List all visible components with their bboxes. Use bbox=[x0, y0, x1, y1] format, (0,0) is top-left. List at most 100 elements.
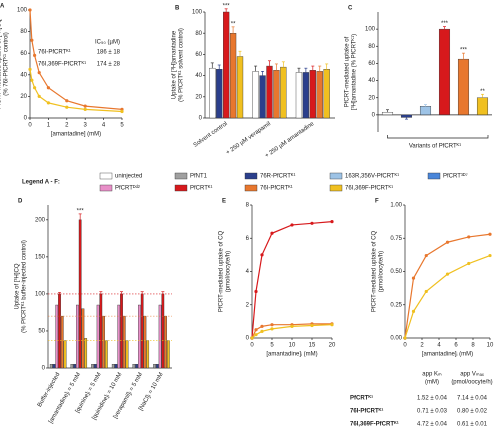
curve bbox=[404, 254, 491, 339]
data-point bbox=[488, 232, 492, 236]
significance: ** bbox=[231, 21, 236, 27]
table-cell: 7.14 ± 0.04 bbox=[457, 396, 488, 402]
curve bbox=[29, 69, 123, 113]
legend-title: Legend A - F: bbox=[22, 180, 60, 186]
x-tick-label: + 250 µM verapamil bbox=[225, 121, 272, 156]
data-point bbox=[260, 324, 264, 328]
y-tick-label: 150 bbox=[35, 254, 46, 260]
inset-header: IC₅₀ (µM) bbox=[95, 40, 120, 46]
y-tick-label: 80 bbox=[368, 44, 375, 50]
data-point bbox=[424, 289, 428, 294]
bar bbox=[60, 315, 64, 369]
legend-label: 76I-PfCRTᴷ¹ bbox=[260, 185, 293, 192]
legend-swatch bbox=[174, 184, 188, 192]
y-tick-label: 0 bbox=[24, 116, 28, 122]
data-point bbox=[254, 289, 258, 294]
bar bbox=[84, 338, 88, 369]
y-axis-label: Uptake of [³H]CQ bbox=[15, 263, 21, 309]
bar bbox=[158, 304, 162, 369]
bar bbox=[114, 364, 118, 369]
data-point bbox=[83, 107, 87, 111]
data-point bbox=[46, 101, 51, 105]
bar bbox=[96, 304, 100, 369]
y-tick-label: 100 bbox=[17, 8, 28, 14]
bar bbox=[73, 364, 77, 369]
y-tick-label: 6 bbox=[246, 236, 250, 242]
table-header: app Vₘₐₓ bbox=[460, 372, 484, 378]
y-tick-label: 0 bbox=[246, 336, 250, 342]
data-point bbox=[290, 324, 294, 328]
y-tick-label: 100 bbox=[35, 291, 46, 297]
legend-swatch bbox=[427, 172, 441, 180]
legend-swatch bbox=[174, 172, 188, 180]
significance: *** bbox=[460, 48, 468, 54]
table-cell: 1.52 ± 0.04 bbox=[417, 396, 448, 402]
y-axis-label: [³H]amantadine (% PfCRTᴷ¹) bbox=[351, 34, 358, 110]
data-point bbox=[270, 323, 274, 327]
data-point bbox=[254, 328, 258, 332]
significance: *** bbox=[441, 21, 449, 27]
bar bbox=[70, 364, 74, 369]
bar bbox=[164, 315, 167, 369]
table-cell: 4.72 ± 0.04 bbox=[417, 422, 448, 428]
bar bbox=[438, 28, 451, 116]
table-cell: 0.61 ± 0.01 bbox=[457, 422, 488, 428]
data-point bbox=[28, 8, 32, 12]
y-tick-label: 20 bbox=[195, 94, 202, 100]
panel-letter: B bbox=[175, 6, 180, 12]
y-axis-label: PfCRT-mediated uptake of bbox=[345, 36, 351, 107]
y-tick-label: 0 bbox=[42, 366, 46, 372]
significance: *** bbox=[77, 208, 85, 214]
bar bbox=[457, 58, 470, 116]
data-point bbox=[30, 38, 34, 42]
legend-label: PfCRTᴰᵈ² bbox=[115, 185, 140, 192]
x-tick-label: Buffer-injected bbox=[37, 372, 61, 408]
data-point bbox=[30, 78, 34, 82]
data-point bbox=[411, 276, 416, 280]
data-point bbox=[83, 104, 87, 108]
y-axis-label: PfCRT-mediated uptake of CQ bbox=[372, 231, 378, 313]
y-tick-label: 1.00 bbox=[390, 203, 402, 209]
data-point bbox=[46, 86, 51, 90]
inset-value: 174 ± 28 bbox=[97, 62, 121, 68]
bar bbox=[52, 364, 56, 369]
x-axis-label: [amantadine]ᵢ (mM) bbox=[266, 352, 317, 358]
significance: *** bbox=[223, 3, 231, 9]
legend-swatch bbox=[99, 172, 113, 180]
x-axis-label: [amantadine] (mM) bbox=[51, 132, 101, 138]
panel-letter: C bbox=[348, 6, 353, 12]
x-tick-label: 10 bbox=[289, 343, 296, 349]
bar bbox=[273, 70, 280, 119]
bar bbox=[81, 308, 85, 369]
bar bbox=[155, 364, 159, 369]
data-point bbox=[467, 235, 471, 239]
legend-swatch bbox=[244, 172, 258, 180]
table-header: app Kₘ bbox=[422, 372, 442, 378]
inset-name: 76I-PfCRTᴷ¹ bbox=[38, 49, 71, 56]
bar bbox=[309, 70, 316, 119]
x-tick-label: 6 bbox=[454, 343, 458, 349]
table-cell: 0.71 ± 0.03 bbox=[417, 409, 448, 415]
bar bbox=[252, 71, 259, 119]
y-tick-label: 0.50 bbox=[390, 269, 402, 275]
inset-name: 76I,369F-PfCRTᴷ¹ bbox=[38, 61, 86, 68]
y-tick-label: 4 bbox=[246, 269, 250, 275]
y-tick-label: 100 bbox=[192, 10, 203, 16]
data-point bbox=[33, 86, 37, 90]
y-tick-label: 60 bbox=[368, 61, 375, 67]
y-axis-label: Uptake of [³H]amantadine bbox=[172, 30, 178, 99]
x-tick-label: 2 bbox=[65, 123, 69, 129]
table-row-label: PfCRTᴷ¹ bbox=[350, 395, 373, 402]
x-tick-label: 20 bbox=[329, 343, 336, 349]
bar bbox=[146, 340, 150, 369]
data-point bbox=[37, 94, 41, 98]
bar bbox=[117, 304, 121, 369]
legend-swatch bbox=[244, 184, 258, 192]
y-tick-label: 40 bbox=[368, 78, 375, 84]
y-tick-label: 60 bbox=[20, 51, 27, 57]
x-tick-label: 3 bbox=[84, 123, 88, 129]
curve bbox=[404, 233, 491, 339]
x-tick-label: 0 bbox=[28, 123, 32, 129]
panel-letter: E bbox=[222, 199, 226, 205]
y-axis-label: (pmol/oocyte/h) bbox=[379, 251, 385, 292]
